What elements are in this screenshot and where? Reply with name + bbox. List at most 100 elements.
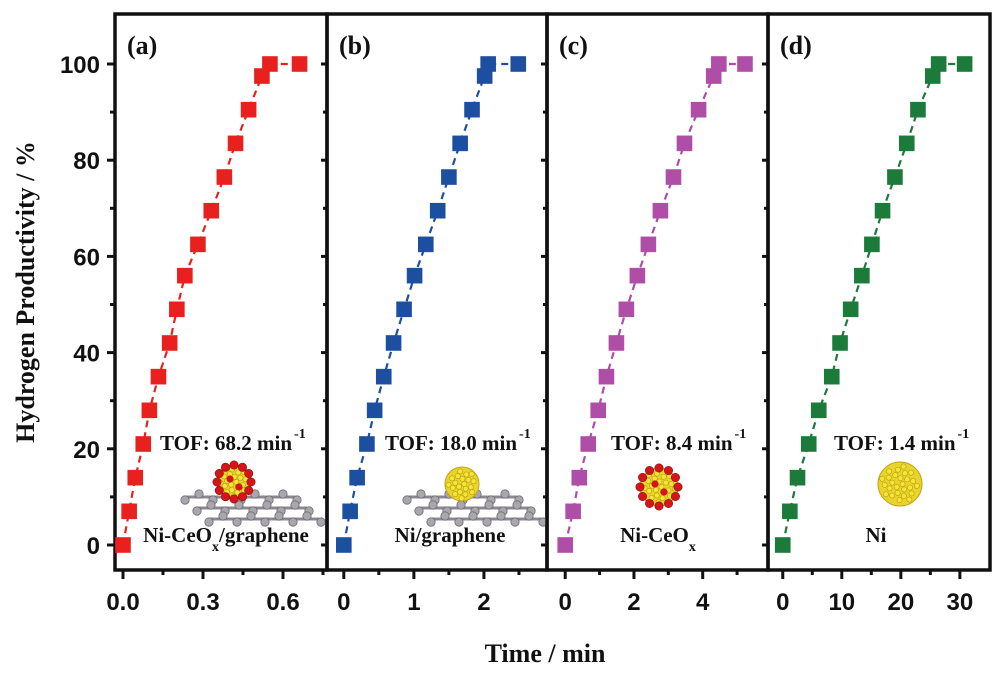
panel-label: (d) xyxy=(780,31,812,60)
data-point xyxy=(800,436,817,452)
data-point xyxy=(127,469,144,486)
data-point xyxy=(441,169,457,185)
data-point xyxy=(203,202,220,219)
tof-annotation: TOF: 18.0 min -1 xyxy=(385,427,531,455)
tof-annotation: TOF: 68.2 min -1 xyxy=(160,427,306,455)
data-point xyxy=(774,537,791,553)
nickel-atom xyxy=(889,492,896,499)
carbon-atom xyxy=(274,511,284,521)
nickel-atom xyxy=(452,479,459,486)
ceox-atom xyxy=(244,468,254,478)
carbon-atom xyxy=(428,500,438,510)
y-tick-label: 40 xyxy=(73,341,100,368)
data-point xyxy=(608,335,625,351)
nickel-atom xyxy=(895,466,901,473)
data-point xyxy=(711,56,727,72)
carbon-atom xyxy=(482,517,492,527)
series-line xyxy=(121,62,300,546)
data-point xyxy=(227,135,244,152)
data-point xyxy=(810,402,827,419)
ceox-atom xyxy=(663,498,673,508)
nickel-atom xyxy=(465,477,472,483)
ceox-atom xyxy=(644,498,654,508)
nickel-atom xyxy=(458,495,465,502)
carbon-atom xyxy=(278,489,288,499)
nickel-atom xyxy=(449,484,456,491)
ceox-atom xyxy=(212,477,222,487)
nickel-atom xyxy=(908,469,914,476)
data-point xyxy=(216,169,233,185)
carbon-atom xyxy=(194,489,204,499)
nickel-atom xyxy=(457,489,463,495)
data-point xyxy=(676,135,693,152)
carbon-atom xyxy=(468,511,478,521)
carbon-atom xyxy=(316,517,326,527)
nickel-atom xyxy=(668,481,675,488)
data-point xyxy=(291,56,308,72)
nickel-atom xyxy=(457,468,464,475)
nickel-atom xyxy=(463,471,470,478)
carbon-atom xyxy=(302,511,312,521)
ceox-atom xyxy=(238,492,248,502)
carbon-atom xyxy=(402,495,412,505)
ceox-atom xyxy=(638,472,648,482)
ceox-atom xyxy=(235,483,243,491)
carbon-atom xyxy=(454,517,464,527)
ceox-atom xyxy=(238,462,248,472)
data-point xyxy=(177,267,193,284)
nickel-atom xyxy=(896,497,903,504)
catalyst-name-subscript: x xyxy=(212,540,219,555)
data-point xyxy=(956,56,973,72)
x-tick-label: 0.3 xyxy=(186,589,219,616)
carbon-atom xyxy=(500,489,510,499)
panel-d: 0 10 20 30 (d) TOF: 1.4 min -1 Ni xyxy=(766,12,992,616)
data-point xyxy=(690,101,707,118)
nickel-atom xyxy=(904,476,911,483)
catalyst-illustration-icon xyxy=(402,466,548,527)
y-tick-label: 60 xyxy=(73,244,100,271)
carbon-atom xyxy=(496,511,506,521)
tof-unit-exponent: -1 xyxy=(294,427,306,442)
data-point xyxy=(887,169,903,185)
data-point xyxy=(169,301,185,318)
nickel-atom xyxy=(901,486,908,493)
nickel-atom xyxy=(462,485,469,492)
nickel-atom xyxy=(452,491,458,498)
x-tick-label: 1 xyxy=(407,589,420,616)
carbon-atom xyxy=(426,517,436,527)
data-point xyxy=(452,135,468,152)
tof-value-text: TOF: 8.4 min xyxy=(611,431,733,455)
nickel-atom xyxy=(449,475,455,482)
nickel-atom xyxy=(469,489,476,496)
data-point xyxy=(898,135,915,152)
data-point xyxy=(832,335,848,351)
ceox-atom xyxy=(221,462,231,472)
nickel-atom xyxy=(899,481,906,487)
nickel-atom xyxy=(879,475,886,482)
panel-frame xyxy=(766,12,992,572)
data-point xyxy=(640,236,657,253)
tof-value-text: TOF: 1.4 min xyxy=(834,431,956,455)
nickel-atom xyxy=(886,485,893,492)
nickel-atom xyxy=(892,472,899,479)
carbon-atom xyxy=(510,517,520,527)
data-point xyxy=(161,335,178,351)
ceox-atom xyxy=(214,468,224,478)
carbon-atom xyxy=(290,500,300,510)
data-point xyxy=(557,537,574,553)
data-point xyxy=(190,236,206,253)
carbon-atom xyxy=(440,511,450,521)
catalyst-name-subscript: x xyxy=(689,540,696,555)
ceox-atom xyxy=(229,494,239,504)
panel-c: 0 2 4 (c) TOF: 8.4 min -1 Ni-CeOx xyxy=(545,12,770,616)
catalyst-name-main: Ni-CeO xyxy=(620,523,689,547)
data-point xyxy=(665,169,682,185)
ceox-atom xyxy=(651,480,659,488)
data-point xyxy=(385,335,402,351)
carbon-atom xyxy=(206,500,216,510)
y-tick-label: 20 xyxy=(73,437,100,464)
carbon-atom xyxy=(484,500,494,510)
data-point xyxy=(864,236,880,253)
carbon-atom xyxy=(180,495,190,505)
data-point xyxy=(910,101,926,118)
